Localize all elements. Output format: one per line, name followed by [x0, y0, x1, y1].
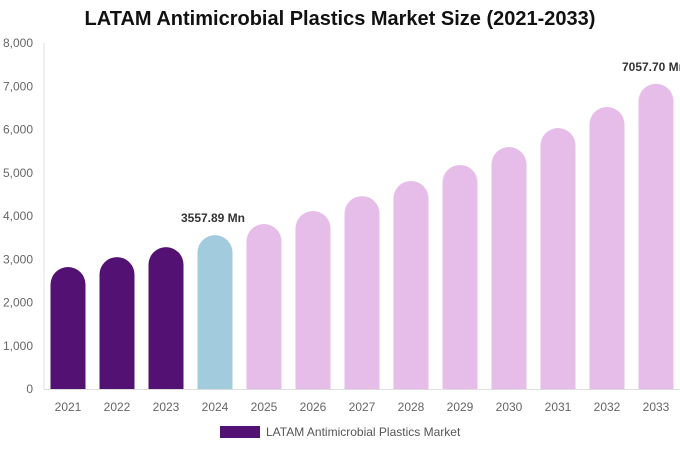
x-tick-label: 2029: [447, 400, 474, 414]
bar-2027: [344, 196, 380, 389]
bar-2026: [295, 211, 331, 389]
y-tick-label: 1,000: [3, 339, 33, 353]
y-tick-label: 3,000: [3, 252, 33, 266]
x-tick-label: 2027: [349, 400, 376, 414]
chart-title: LATAM Antimicrobial Plastics Market Size…: [84, 8, 596, 30]
bar-2028: [393, 180, 429, 389]
x-tick-label: 2026: [300, 400, 327, 414]
x-tick-label: 2031: [545, 400, 572, 414]
y-tick-label: 0: [26, 382, 33, 396]
x-tick-label: 2033: [643, 400, 670, 414]
y-tick-label: 5,000: [3, 166, 33, 180]
x-tick-label: 2023: [153, 400, 180, 414]
bar-2025: [246, 224, 282, 389]
y-tick-label: 2,000: [3, 296, 33, 310]
y-tick-label: 8,000: [3, 36, 33, 50]
bar-2032: [589, 107, 625, 389]
bar-2024: [197, 235, 233, 389]
x-tick-label: 2025: [251, 400, 278, 414]
bar-2029: [442, 164, 478, 389]
bar-2031: [540, 127, 576, 389]
bar-2021: [50, 267, 86, 389]
x-tick-label: 2024: [202, 400, 229, 414]
data-label: 7057.70 Mn: [622, 60, 680, 74]
legend-swatch: [220, 426, 260, 438]
bar-2030: [491, 147, 527, 389]
legend: LATAM Antimicrobial Plastics Market: [220, 425, 460, 439]
x-tick-label: 2028: [398, 400, 425, 414]
bar-2023: [148, 247, 184, 389]
x-tick-label: 2032: [594, 400, 621, 414]
x-tick-label: 2021: [55, 400, 82, 414]
legend-label: LATAM Antimicrobial Plastics Market: [266, 425, 461, 439]
bar-2022: [99, 257, 135, 389]
y-tick-label: 7,000: [3, 79, 33, 93]
y-tick-label: 4,000: [3, 209, 33, 223]
bar-2033: [638, 83, 674, 389]
data-label: 3557.89 Mn: [181, 211, 245, 225]
x-tick-label: 2022: [104, 400, 131, 414]
y-tick-label: 6,000: [3, 123, 33, 137]
x-tick-label: 2030: [496, 400, 523, 414]
